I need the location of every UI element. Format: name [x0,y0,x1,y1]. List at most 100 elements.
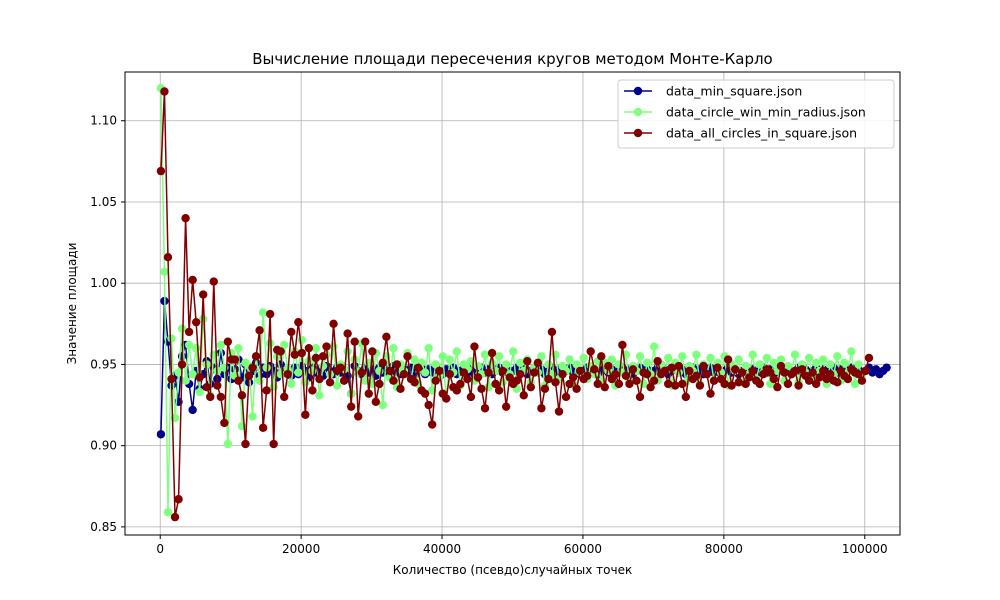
y-tick-label: 0.95 [90,357,117,371]
data-point [854,369,863,379]
data-point [269,439,278,449]
data-point [597,352,606,361]
data-point [762,353,772,363]
data-point [456,379,465,389]
legend-label: data_min_square.json [666,84,802,99]
data-point [392,360,402,369]
data-point [523,356,532,366]
data-point [516,369,525,379]
data-point [230,355,240,364]
data-point [438,352,447,361]
data-point [734,355,743,364]
data-point [403,352,412,361]
data-point [199,290,208,299]
data-point [160,267,169,277]
data-point [452,386,462,395]
data-point [498,366,507,376]
data-point [544,374,553,384]
data-point [410,355,419,364]
chart-title: Вычисление площади пересечения кругов ме… [252,50,773,68]
legend-marker [633,107,643,117]
x-tick-label: 40000 [423,542,461,556]
data-point [769,374,779,384]
data-point [575,366,585,376]
data-point [540,384,550,393]
data-point [537,352,546,361]
legend-marker [633,86,643,96]
legend-frame [617,79,895,149]
data-point [248,412,257,421]
data-point [741,379,750,389]
data-point [420,368,430,377]
data-point [635,352,645,361]
data-point [357,368,366,377]
data-point [558,369,567,379]
data-point [410,378,419,387]
data-point [582,371,592,380]
data-point [220,418,229,428]
data-point [699,361,708,371]
data-point [361,337,370,346]
data-point [311,353,321,363]
y-tick-label: 0.85 [90,520,117,534]
data-point [255,326,264,335]
data-point [163,508,173,517]
data-point [653,356,662,366]
data-point [730,365,740,374]
data-point [826,369,835,379]
data-point [857,376,867,385]
data-point [833,378,842,387]
data-point [371,397,381,406]
data-point [850,379,860,389]
data-point [280,392,289,402]
data-point [826,360,835,369]
data-point [692,350,701,359]
data-point [734,378,743,387]
data-point [431,376,440,385]
data-point [568,373,578,382]
data-point [833,352,842,361]
data-point [174,495,183,504]
data-point [181,214,190,223]
data-point [794,381,803,390]
data-point [519,391,528,400]
data-point [156,166,166,176]
data-point [177,324,187,333]
data-point [706,353,715,363]
x-axis-label: Количество (псевдо)случайных точек [393,563,632,577]
data-point [618,340,627,350]
x-tick-label: 0 [156,542,164,556]
series-layer [156,84,891,522]
data-point [332,381,342,390]
data-point [364,389,373,398]
data-point [586,347,595,356]
data-point [177,360,187,369]
data-point [625,379,634,389]
data-point [706,389,715,398]
data-point [745,373,754,382]
data-point [565,379,574,389]
data-point [783,361,793,371]
data-point [477,384,486,393]
data-point [174,368,183,377]
data-point [572,360,581,369]
data-point [494,386,504,395]
data-point [389,343,398,353]
data-point [815,373,824,382]
x-tick-label: 80000 [705,542,743,556]
data-point [505,373,514,382]
data-point [660,366,669,376]
data-point [216,340,226,350]
data-point [790,366,800,376]
data-point [237,391,247,400]
data-point [167,374,176,384]
data-point [276,347,285,356]
data-point [741,361,750,371]
data-point [720,379,729,389]
data-point [723,355,733,364]
data-point [480,404,490,413]
data-point [487,348,497,358]
data-point [308,386,317,395]
data-point [681,392,691,402]
